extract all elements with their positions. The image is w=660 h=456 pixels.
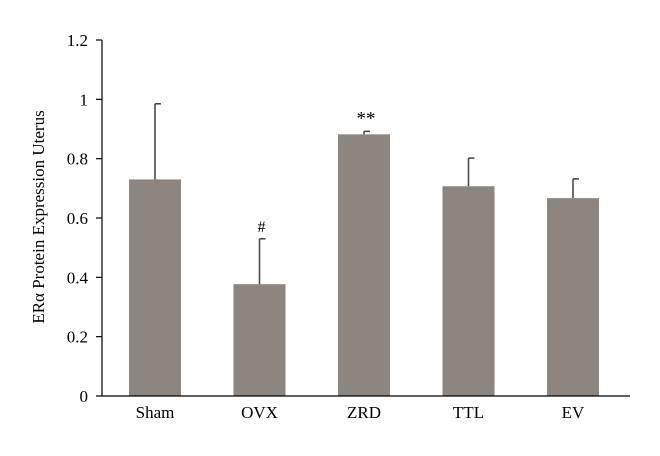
bar-ttl — [442, 186, 495, 396]
y-tick-label: 0 — [80, 387, 89, 406]
bar-ovx — [233, 284, 286, 396]
x-tick-label-zrd: ZRD — [347, 403, 381, 422]
y-axis-label: ERα Protein Expression Uterus — [29, 110, 48, 323]
x-ticks-layer: Sham OVX ZRD TTL EV — [136, 403, 585, 422]
error-bars-layer — [154, 102, 579, 285]
y-tick-label: 0.2 — [67, 328, 88, 347]
y-tick-label: 0.4 — [67, 268, 89, 287]
bar-ev — [547, 198, 599, 396]
x-tick-label-ovx: OVX — [241, 403, 278, 422]
x-tick-label-ttl: TTL — [453, 403, 484, 422]
y-tick-label: 1.2 — [67, 31, 88, 50]
y-tick-label: 0.6 — [67, 209, 88, 228]
x-tick-label-ev: EV — [562, 403, 585, 422]
y-tick-label: 1 — [80, 90, 89, 109]
bars-layer — [129, 134, 599, 396]
x-tick-label-sham: Sham — [136, 403, 175, 422]
bar-zrd — [338, 134, 390, 396]
significance-mark-ovx: # — [258, 219, 266, 236]
bar-sham — [129, 179, 181, 396]
y-tick-label: 0.8 — [67, 150, 88, 169]
y-ticks-layer: 0 0.2 0.4 0.6 0.8 1 1.2 — [67, 31, 102, 406]
annotations-layer: # ** — [258, 108, 376, 235]
significance-mark-zrd: ** — [357, 108, 376, 129]
